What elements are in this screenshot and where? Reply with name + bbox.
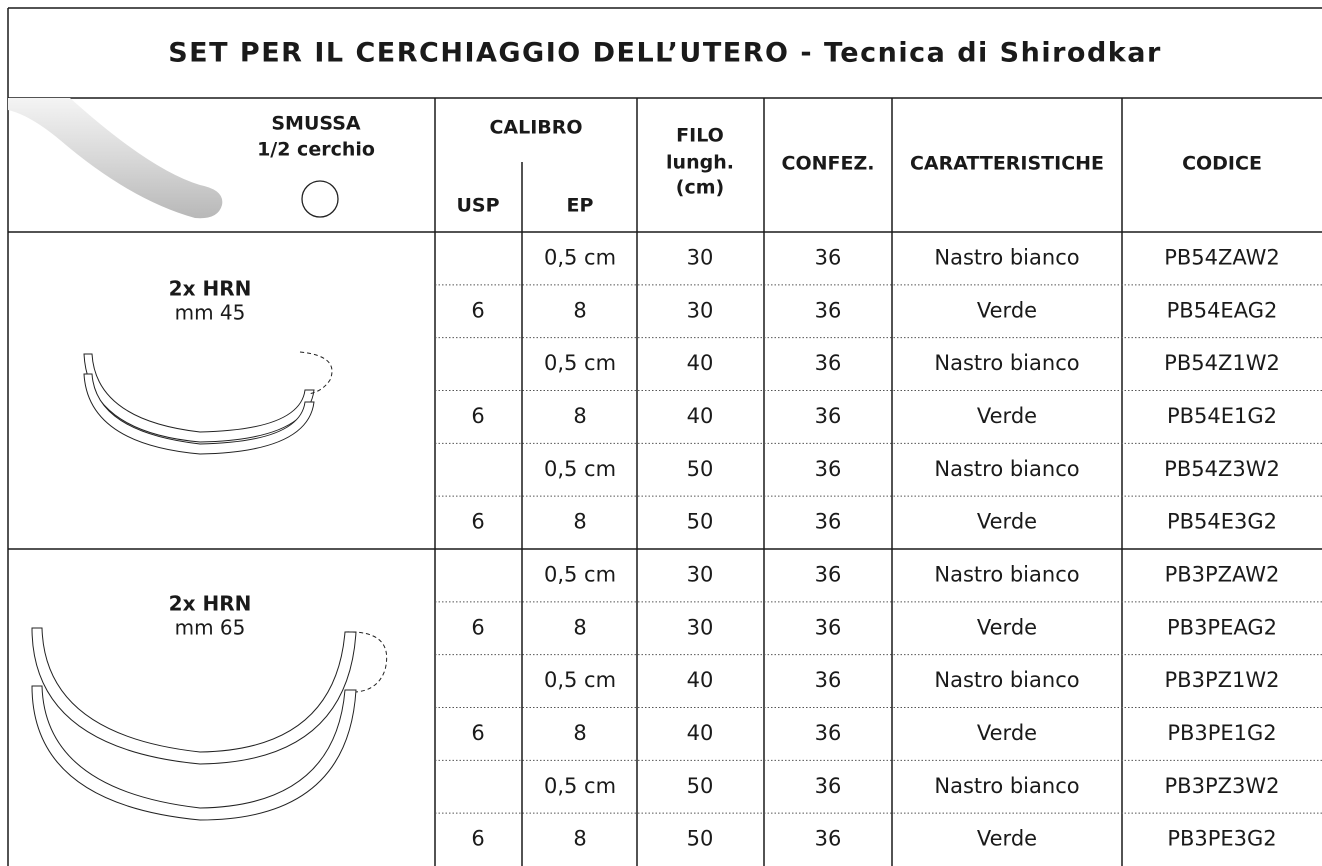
- cell: 36: [815, 774, 842, 798]
- group-label: 2x HRN: [169, 592, 252, 616]
- cell: PB54ZAW2: [1164, 245, 1280, 269]
- cell: 0,5 cm: [544, 351, 616, 375]
- cell: 50: [687, 457, 714, 481]
- cell: 36: [815, 827, 842, 851]
- cell: 30: [687, 615, 714, 639]
- cell: 6: [471, 510, 484, 534]
- cell: Verde: [977, 827, 1037, 851]
- cell: PB3PEAG2: [1167, 615, 1277, 639]
- cell: 36: [815, 298, 842, 322]
- cell: 6: [471, 404, 484, 428]
- cell: PB54Z3W2: [1164, 457, 1280, 481]
- needle-drawing: [83, 351, 333, 455]
- cell: 36: [815, 404, 842, 428]
- cell: PB3PE3G2: [1167, 827, 1276, 851]
- cell: PB3PE1G2: [1167, 721, 1276, 745]
- cell: 40: [687, 404, 714, 428]
- cell: Nastro bianco: [934, 351, 1079, 375]
- header-cell: CONFEZ.: [782, 153, 875, 175]
- header-cell: FILO: [676, 125, 724, 147]
- header-cell: lungh.: [666, 152, 734, 174]
- cell: Verde: [977, 404, 1037, 428]
- cell: 8: [573, 404, 586, 428]
- header-cell: SMUSSA: [271, 113, 361, 135]
- cell: 50: [687, 827, 714, 851]
- cell: 6: [471, 615, 484, 639]
- header-cell: CARATTERISTICHE: [910, 153, 1104, 175]
- cell: 40: [687, 668, 714, 692]
- cell: 6: [471, 721, 484, 745]
- cell: 8: [573, 827, 586, 851]
- cell: 36: [815, 668, 842, 692]
- cell: PB3PZ3W2: [1165, 774, 1280, 798]
- cell: 6: [471, 827, 484, 851]
- header-cell: CALIBRO: [489, 117, 582, 139]
- header-cell: EP: [567, 195, 594, 217]
- cell: 8: [573, 298, 586, 322]
- cell: 50: [687, 774, 714, 798]
- cell: 36: [815, 721, 842, 745]
- cell: PB3PZAW2: [1165, 562, 1280, 586]
- header-cell: USP: [456, 195, 499, 217]
- needle-drawing: [31, 627, 387, 821]
- cell: 0,5 cm: [544, 774, 616, 798]
- cell: PB54E1G2: [1167, 404, 1277, 428]
- group-label: 2x HRN: [169, 277, 252, 301]
- cell: 36: [815, 245, 842, 269]
- cell: 40: [687, 351, 714, 375]
- cell: 6: [471, 298, 484, 322]
- cell: 30: [687, 298, 714, 322]
- cell: Verde: [977, 615, 1037, 639]
- cell: 0,5 cm: [544, 668, 616, 692]
- curve-icon: [301, 180, 339, 218]
- cell: 30: [687, 562, 714, 586]
- cell: 8: [573, 615, 586, 639]
- cell: 0,5 cm: [544, 562, 616, 586]
- cell: PB3PZ1W2: [1165, 668, 1280, 692]
- group-size: mm 45: [175, 301, 246, 325]
- header-cell: 1/2 cerchio: [257, 139, 375, 161]
- cell: 36: [815, 510, 842, 534]
- cell: Verde: [977, 510, 1037, 534]
- column-lines: [434, 98, 1123, 866]
- cell: 0,5 cm: [544, 245, 616, 269]
- cell: Verde: [977, 298, 1037, 322]
- cell: 36: [815, 457, 842, 481]
- cell: 30: [687, 245, 714, 269]
- cell: PB54EAG2: [1167, 298, 1278, 322]
- cell: Nastro bianco: [934, 245, 1079, 269]
- cell: Verde: [977, 721, 1037, 745]
- cell: Nastro bianco: [934, 562, 1079, 586]
- cell: 0,5 cm: [544, 457, 616, 481]
- header-cell: (cm): [676, 177, 724, 199]
- cell: 8: [573, 721, 586, 745]
- cell: 36: [815, 615, 842, 639]
- cell: Nastro bianco: [934, 668, 1079, 692]
- group-size: mm 65: [175, 616, 246, 640]
- needle-image: [8, 98, 223, 219]
- cell: Nastro bianco: [934, 457, 1079, 481]
- header-cell: CODICE: [1182, 153, 1262, 175]
- cell: Nastro bianco: [934, 774, 1079, 798]
- cell: 36: [815, 562, 842, 586]
- title: SET PER IL CERCHIAGGIO DELL’UTERO - Tecn…: [168, 38, 1162, 69]
- cell: 50: [687, 510, 714, 534]
- cell: PB54Z1W2: [1164, 351, 1280, 375]
- cell: 40: [687, 721, 714, 745]
- cell: PB54E3G2: [1167, 510, 1277, 534]
- cell: 36: [815, 351, 842, 375]
- cell: 8: [573, 510, 586, 534]
